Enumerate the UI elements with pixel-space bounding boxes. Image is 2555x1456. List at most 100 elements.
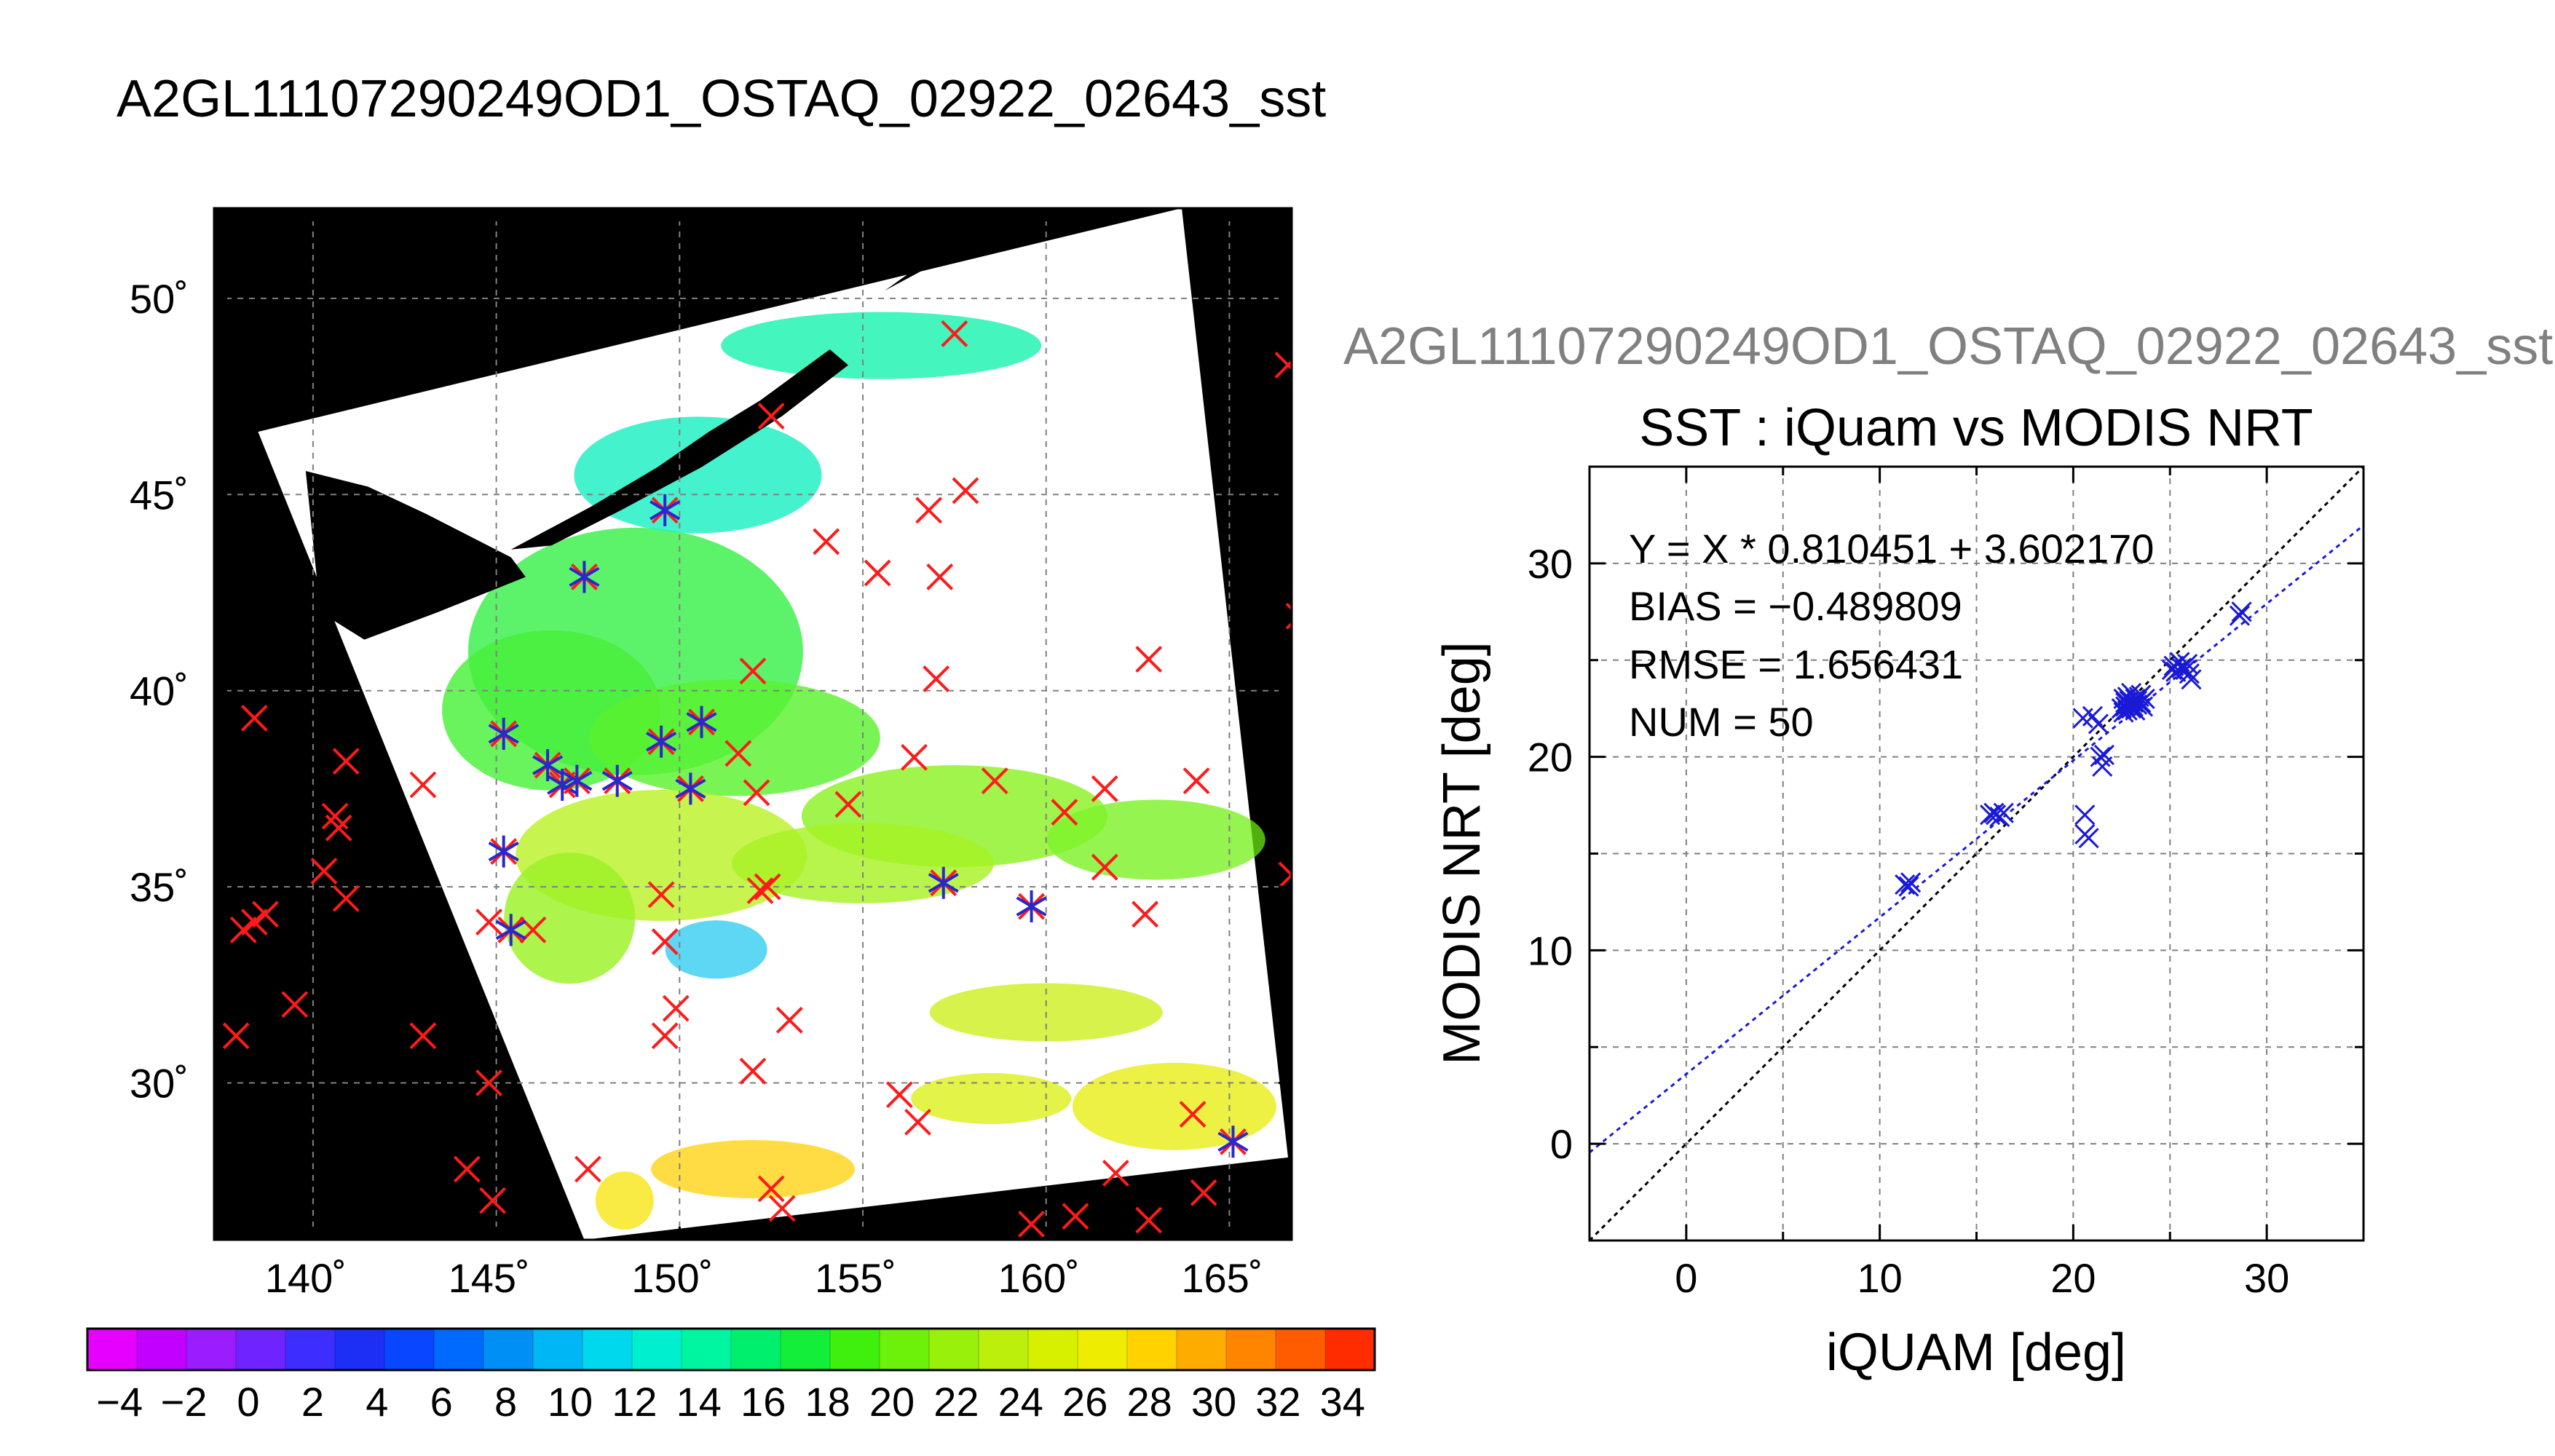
map-frame <box>213 207 1293 1241</box>
matched-buoy <box>928 866 959 899</box>
buoy-marker <box>662 994 690 1022</box>
map-gridlines <box>214 208 1292 1240</box>
sst-field <box>442 312 1276 1230</box>
buoy-marker <box>310 858 338 885</box>
buoy-marker <box>754 873 781 901</box>
matched-buoy <box>686 705 717 738</box>
buoy-marker <box>885 1081 913 1109</box>
colorbar-swatch <box>285 1329 336 1370</box>
colorbar-tick-label: 14 <box>676 1379 722 1425</box>
map-ticks <box>214 208 1292 1240</box>
land-mass <box>445 302 504 354</box>
colorbar-swatch <box>1028 1329 1078 1370</box>
red-buoy-markers <box>222 320 1292 1238</box>
buoy-marker <box>240 909 268 935</box>
buoy-marker <box>1091 853 1118 881</box>
scatter-ticks <box>1590 467 2364 1241</box>
land-mass <box>885 208 1028 291</box>
colorbar-swatch <box>434 1329 484 1370</box>
scatter-point <box>2181 669 2202 690</box>
matched-buoy <box>488 717 519 750</box>
lon-tick-label: 145˚ <box>449 1255 530 1301</box>
buoy-marker <box>409 771 437 799</box>
colorbar-swatch <box>830 1329 880 1370</box>
colorbar-tick-label: 26 <box>1062 1379 1107 1425</box>
buoy-marker <box>952 477 979 505</box>
buoy-marker <box>479 1187 506 1214</box>
colorbar-swatch <box>1078 1329 1128 1370</box>
buoy-marker <box>981 767 1008 795</box>
buoy-marker <box>941 320 968 347</box>
colorbar-swatch <box>781 1329 831 1370</box>
sst-patch <box>651 1140 855 1199</box>
sst-patch <box>504 852 636 984</box>
scatter-points <box>1895 601 2252 897</box>
colorbar-tick-label: 2 <box>301 1379 324 1425</box>
lon-tick-labels: 140˚ 145˚ 150˚ 155˚ 160˚ 165˚ <box>265 1255 1263 1301</box>
buoy-marker <box>325 814 352 842</box>
colorbar-tick-label: 24 <box>998 1379 1043 1425</box>
scatter-point <box>1993 802 2014 823</box>
main-title: A2GL11107290249OD1_OSTAQ_02922_02643_sst <box>117 70 1326 128</box>
colorbar-swatch <box>384 1329 435 1370</box>
buoy-marker <box>651 928 679 955</box>
scatter-point <box>2231 601 2252 622</box>
y-tick-label: 0 <box>1550 1121 1573 1167</box>
matched-buoy <box>675 772 706 805</box>
colorbar-swatch <box>880 1329 930 1370</box>
buoy-marker <box>1051 799 1078 826</box>
buoy-marker <box>1274 352 1292 379</box>
one-to-one-line <box>1590 467 2364 1241</box>
colorbar-frame <box>86 1327 1376 1372</box>
buoy-marker <box>1190 1179 1217 1206</box>
buoy-marker <box>1018 1211 1045 1238</box>
buoy-marker <box>926 563 954 590</box>
buoy-marker <box>332 748 360 775</box>
colorbar-swatch <box>483 1329 534 1370</box>
buoy-marker <box>409 1022 437 1050</box>
buoy-marker <box>1179 1101 1207 1128</box>
colorbar-swatch <box>236 1329 286 1370</box>
colorbar-tick-label: 30 <box>1191 1379 1236 1425</box>
colorbar-swatch <box>1127 1329 1177 1370</box>
sst-patch <box>721 312 1042 379</box>
scatter-point <box>2088 713 2109 735</box>
stats-rmse: RMSE = 1.656431 <box>1629 641 1963 687</box>
colorbar-tick-label: 4 <box>366 1379 388 1425</box>
colorbar-tick-label: 12 <box>612 1379 657 1425</box>
y-tick-labels: 0 10 20 30 <box>1528 541 1573 1167</box>
buoy-marker <box>901 743 928 771</box>
lon-tick-label: 165˚ <box>1181 1255 1263 1301</box>
colorbar-swatch <box>335 1329 385 1370</box>
scatter-point <box>2078 828 2099 849</box>
buoy-marker <box>475 909 502 935</box>
colorbar-tick-label: 22 <box>933 1379 979 1425</box>
buoy-marker <box>768 1195 796 1222</box>
scatter-file-title: A2GL11107290249OD1_OSTAQ_02922_02643_sst <box>1343 317 2553 376</box>
buoy-marker <box>923 665 950 692</box>
y-axis-label: MODIS NRT [deg] <box>1433 641 1491 1065</box>
buoy-marker <box>1102 1159 1129 1187</box>
buoy-marker <box>864 559 891 587</box>
buoy-marker <box>281 991 309 1018</box>
buoy-marker <box>574 1155 601 1183</box>
lon-tick-label: 150˚ <box>631 1255 713 1301</box>
colorbar-tick-label: 8 <box>494 1379 517 1425</box>
buoy-marker <box>746 877 774 904</box>
scatter-point <box>2134 688 2155 709</box>
sst-map: 140˚ 145˚ 150˚ 155˚ 160˚ 165˚ 30˚ 35˚ 40˚ 45˚ 50˚ <box>130 207 1293 1301</box>
matched-buoy <box>532 749 564 782</box>
lat-tick-labels: 30˚ 35˚ 40˚ 45˚ 50˚ <box>130 276 189 1107</box>
matched-buoy <box>649 494 681 526</box>
buoy-marker <box>222 1022 250 1050</box>
colorbar-swatch <box>87 1329 138 1370</box>
buoy-marker <box>475 1069 502 1096</box>
buoy-marker <box>757 1175 785 1203</box>
buoy-marker <box>775 1006 803 1034</box>
colorbar-swatch <box>731 1329 781 1370</box>
buoy-marker <box>834 791 862 818</box>
scatter-point <box>1895 874 1916 895</box>
buoy-marker <box>757 403 785 430</box>
land-mass <box>510 349 848 550</box>
